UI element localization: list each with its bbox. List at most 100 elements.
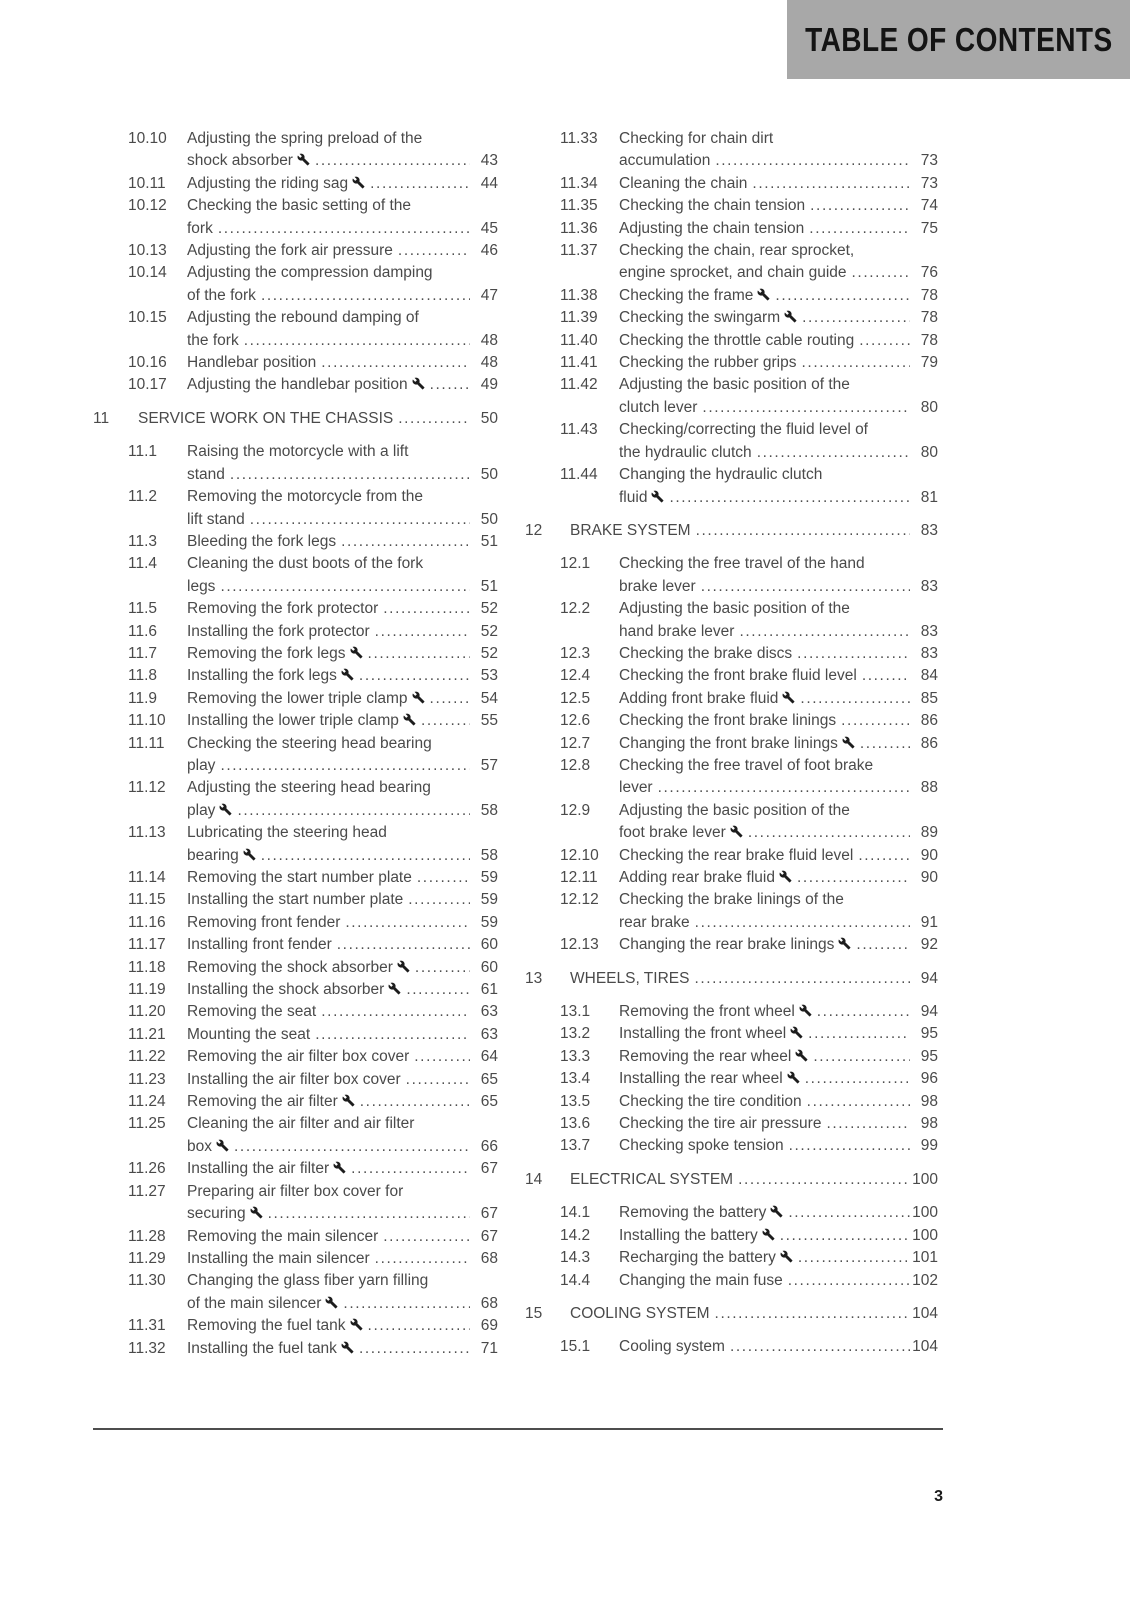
toc-entry: 11.40 Checking the throttle cable routing… [525,330,938,352]
toc-entry-row: 11.14 Removing the start number plate 59 [93,867,498,889]
entry-title: engine sprocket, and chain guide [619,264,847,282]
toc-entry: 11.28 Removing the main silencer 67 [93,1226,498,1248]
entry-page-ref: 59 [480,913,498,931]
wrench-icon [350,1318,362,1331]
leader-dots [701,576,910,598]
toc-entry-row: fluid 81 [525,487,938,509]
leader-dots [789,1135,910,1157]
leader-dots [797,867,910,889]
toc-entry-row: stand 50 [93,464,498,486]
entry-page-ref: 55 [480,712,498,730]
toc-entry-row: 14.1 Removing the battery 100 [525,1202,938,1224]
entry-number: 11.10 [128,712,166,730]
section-page-ref: 104 [912,1304,938,1322]
entry-title: Checking spoke tension [619,1137,784,1155]
toc-entry-row: 12.10 Checking the rear brake fluid level… [525,845,938,867]
wrench-icon [333,1161,346,1174]
entry-number: 11.30 [128,1272,166,1290]
entry-page-ref: 92 [920,936,938,954]
entry-number: 11.38 [560,286,598,304]
leader-dots [788,1202,910,1224]
entry-page-ref: 60 [480,936,498,954]
toc-entry-row: 11.33 Checking for chain dirt [525,128,938,150]
toc-entry: 13.6 Checking the tire air pressure 98 [525,1113,938,1135]
toc-entry: 11.27 Preparing air filter box cover for s… [93,1181,498,1226]
entry-title: Installing the fuel tank [187,1338,354,1360]
toc-section: 12 BRAKE SYSTEM 83 [525,520,938,542]
entry-title: brake lever [619,577,696,595]
toc-entry-row: 11.22 Removing the air filter box cover 64 [93,1046,498,1068]
entry-title: Checking the front brake fluid level [619,667,857,685]
toc-entry: 12.2 Adjusting the basic position of the h… [525,598,938,643]
toc-entry-row: rear brake 91 [525,912,938,934]
entry-page-ref: 83 [920,644,938,662]
entry-number: 11.33 [560,130,598,147]
toc-entry: 11.34 Cleaning the chain 73 [525,173,938,195]
entry-page-ref: 90 [920,846,938,864]
toc-entry-row: 11.39 Checking the swingarm 78 [525,307,938,329]
entry-number: 11.28 [128,1227,166,1245]
entry-number: 11.17 [128,936,166,954]
toc-entry-row: of the fork 47 [93,285,498,307]
entry-title: of the main silencer [187,1293,338,1315]
leader-dots [775,285,910,307]
entry-number: 11.8 [128,667,158,685]
entry-number: 10.10 [128,130,167,147]
leader-dots [383,1226,470,1248]
toc-entry-row: 11.24 Removing the air filter 65 [93,1091,498,1113]
toc-entry-row: 10.14 Adjusting the compression damping [93,262,498,284]
entry-number: 12.1 [560,555,591,573]
toc-entry-row: lift stand 50 [93,509,498,531]
entry-title: Adjusting the spring preload of the [187,130,423,147]
toc-entry: 11.44 Changing the hydraulic clutch fluid 8… [525,464,938,509]
toc-entry: 12.11 Adding rear brake fluid 90 [525,867,938,889]
entry-number: 12.3 [560,644,591,662]
entry-number: 13.5 [560,1092,591,1110]
wrench-icon [397,960,410,973]
entry-title: Checking the rubber grips [619,354,797,372]
toc-entry: 11.3 Bleeding the fork legs 51 [93,531,498,553]
entry-title: Installing the shock absorber [187,979,401,1001]
entry-page-ref: 64 [480,1048,498,1066]
toc-entry-row: accumulation 73 [525,150,938,172]
entry-page-ref: 68 [480,1294,498,1312]
toc-entry: 11.26 Installing the air filter 67 [93,1158,498,1180]
entry-title: Mounting the seat [187,1025,311,1043]
toc-entry-row: 13.7 Checking spoke tension 99 [525,1135,938,1157]
toc-entry: 12.10 Checking the rear brake fluid level… [525,845,938,867]
entry-number: 14.1 [560,1204,591,1222]
entry-title: Cleaning the chain [619,174,748,192]
entry-page-ref: 46 [480,242,498,260]
entry-title: Installing the start number plate [187,891,404,909]
entry-title: Adjusting the compression damping [187,264,433,282]
section-title: SERVICE WORK ON THE CHASSIS [138,409,394,427]
toc-entry-row: 11.42 Adjusting the basic position of the [525,374,938,396]
leader-dots [414,1046,470,1068]
entry-number: 11.5 [128,600,158,618]
entry-page-ref: 51 [480,532,498,550]
wrench-icon [388,982,401,995]
toc-entry: 10.10 Adjusting the spring preload of the… [93,128,498,173]
toc-entry-row: legs 51 [93,576,498,598]
section-title: COOLING SYSTEM [570,1304,710,1322]
leader-dots [748,822,910,844]
entry-title: Changing the glass fiber yarn filling [187,1272,429,1290]
entry-title: Checking the rear brake fluid level [619,846,854,864]
entry-title: Adjusting the steering head bearing [187,779,431,797]
wrench-icon [341,668,354,681]
entry-number: 10.13 [128,242,167,260]
entry-number: 12.12 [560,891,599,909]
entry-page-ref: 67 [480,1160,498,1178]
leader-dots [817,1001,910,1023]
wrench-icon [352,176,365,189]
entry-title: Checking the free travel of the hand [619,555,865,573]
section-page-ref: 100 [912,1170,938,1188]
toc-entry: 11.7 Removing the fork legs 52 [93,643,498,665]
toc-entry: 11.23 Installing the air filter box cover… [93,1069,498,1091]
toc-entry-row: 11.2 Removing the motorcycle from the [93,486,498,508]
leader-dots [315,150,470,172]
entry-page-ref: 90 [920,869,938,886]
leader-dots [315,1024,470,1046]
toc-entry-row: 12.7 Changing the front brake linings 86 [525,733,938,755]
entry-title: Bleeding the fork legs [187,532,337,550]
